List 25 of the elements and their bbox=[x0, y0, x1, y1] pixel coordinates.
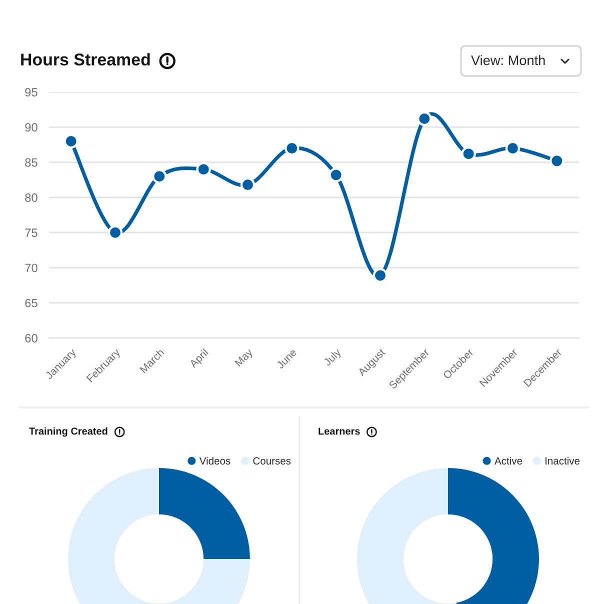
y-tick-label: 90 bbox=[25, 123, 38, 132]
chart-title: Training Created bbox=[29, 427, 108, 437]
chart-title: Hours Streamed bbox=[21, 53, 150, 66]
legend-label: Videos bbox=[199, 457, 230, 465]
y-tick-label: 60 bbox=[25, 334, 38, 342]
point bbox=[550, 154, 564, 168]
y-tick-label: 85 bbox=[25, 158, 38, 167]
point bbox=[461, 146, 476, 162]
point bbox=[108, 225, 123, 240]
point bbox=[372, 268, 388, 283]
text: View: Month bbox=[471, 55, 545, 66]
point bbox=[417, 111, 432, 126]
y-tick-label: 70 bbox=[25, 264, 38, 272]
point bbox=[328, 168, 344, 182]
y-tick-label: 75 bbox=[25, 228, 38, 238]
chart-title: Learners bbox=[318, 428, 360, 435]
legend-label: Active bbox=[494, 457, 522, 465]
x-tick-label: May bbox=[234, 348, 255, 368]
legend-label: Inactive bbox=[546, 457, 580, 465]
y-tick-label: 65 bbox=[25, 298, 38, 308]
legend-label: Courses bbox=[253, 457, 291, 465]
x-tick-label: July bbox=[322, 348, 344, 368]
point bbox=[152, 169, 167, 184]
y-tick-label: 80 bbox=[25, 193, 38, 202]
y-tick-label: 95 bbox=[25, 88, 38, 96]
